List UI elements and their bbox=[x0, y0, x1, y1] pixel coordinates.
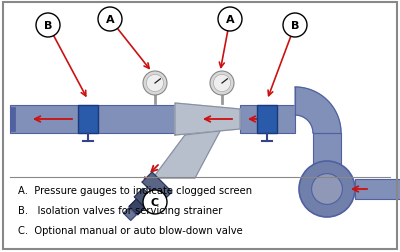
Bar bbox=[240, 106, 295, 134]
Text: B: B bbox=[44, 21, 52, 31]
Circle shape bbox=[36, 14, 60, 38]
Text: B: B bbox=[291, 21, 299, 31]
Text: A: A bbox=[106, 15, 114, 25]
Text: B.   Isolation valves for servicing strainer: B. Isolation valves for servicing strain… bbox=[18, 205, 222, 215]
Polygon shape bbox=[129, 199, 145, 215]
Polygon shape bbox=[175, 104, 240, 136]
Bar bbox=[10, 108, 15, 132]
Text: C.  Optional manual or auto blow-down valve: C. Optional manual or auto blow-down val… bbox=[18, 225, 243, 235]
Circle shape bbox=[218, 8, 242, 32]
Bar bbox=[257, 106, 277, 134]
Circle shape bbox=[213, 75, 231, 92]
Circle shape bbox=[146, 75, 164, 92]
Circle shape bbox=[98, 8, 122, 32]
Bar bbox=[78, 106, 98, 134]
Polygon shape bbox=[124, 208, 136, 220]
Text: A.  Pressure gauges to indicate clogged screen: A. Pressure gauges to indicate clogged s… bbox=[18, 185, 252, 195]
Bar bbox=[313, 134, 341, 188]
Circle shape bbox=[143, 190, 167, 214]
Polygon shape bbox=[153, 132, 220, 178]
Text: C: C bbox=[151, 197, 159, 207]
Bar bbox=[10, 106, 195, 134]
Circle shape bbox=[312, 174, 342, 205]
Circle shape bbox=[299, 161, 355, 217]
Circle shape bbox=[283, 14, 307, 38]
Text: A: A bbox=[226, 15, 234, 25]
Circle shape bbox=[210, 72, 234, 96]
Bar bbox=[355, 179, 400, 199]
Polygon shape bbox=[295, 88, 341, 134]
Circle shape bbox=[143, 72, 167, 96]
Polygon shape bbox=[142, 172, 172, 202]
Polygon shape bbox=[134, 189, 156, 210]
